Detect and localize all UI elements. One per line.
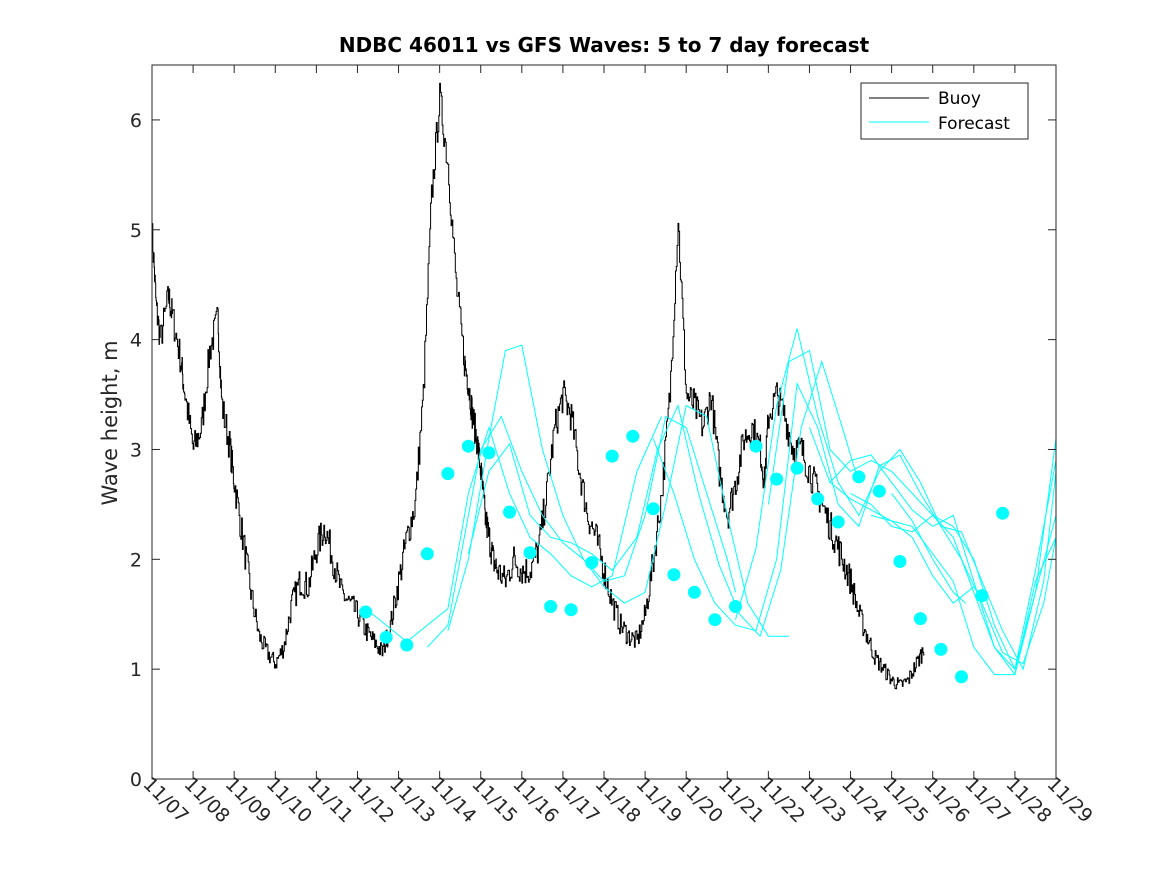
y-tick-label: 0: [130, 769, 142, 791]
forecast-marker: [831, 515, 845, 529]
forecast-marker: [687, 585, 701, 599]
forecast-marker: [626, 429, 640, 443]
y-tick-label: 5: [130, 220, 142, 242]
forecast-series-line-6: [735, 328, 1057, 671]
forecast-marker: [523, 546, 537, 560]
forecast-marker: [770, 472, 784, 486]
forecast-marker: [790, 461, 804, 475]
forecast-series-line-7: [767, 349, 1057, 671]
forecast-marker: [461, 439, 475, 453]
forecast-series-line-11: [870, 514, 975, 604]
forecast-marker: [605, 449, 619, 463]
forecast-marker: [872, 484, 886, 498]
forecast-marker: [564, 603, 578, 617]
forecast-marker: [811, 492, 825, 506]
forecast-series-line-1: [365, 416, 662, 643]
y-tick-label: 1: [130, 659, 142, 681]
forecast-marker: [708, 613, 722, 627]
forecast-series-line-12: [891, 493, 966, 604]
y-tick-label: 6: [130, 110, 142, 132]
legend-box: [860, 82, 1029, 140]
legend-forecast-label: Forecast: [938, 114, 1010, 134]
forecast-marker: [975, 589, 989, 603]
buoy-series-line: [151, 82, 925, 690]
forecast-marker: [913, 612, 927, 626]
forecast-marker: [996, 506, 1010, 520]
y-tick-label: 2: [130, 549, 142, 571]
forecast-marker: [893, 555, 907, 568]
forecast-marker: [420, 547, 434, 561]
forecast-marker: [544, 600, 558, 613]
forecast-marker: [441, 467, 455, 481]
chart-title: NDBC 46011 vs GFS Waves: 5 to 7 day fore…: [339, 33, 870, 57]
forecast-series-line-3: [447, 344, 789, 637]
forecast-series-line-4: [467, 359, 860, 638]
forecast-marker: [585, 556, 599, 570]
legend: Buoy Forecast: [860, 82, 1029, 140]
legend-buoy-label: Buoy: [938, 89, 981, 109]
forecast-series-line-5: [652, 381, 1057, 665]
forecast-marker: [749, 439, 763, 453]
forecast-marker: [729, 600, 742, 613]
forecast-marker: [359, 605, 373, 619]
forecast-marker: [852, 470, 866, 484]
forecast-marker: [379, 630, 393, 644]
forecast-marker: [646, 502, 660, 516]
y-tick-label: 4: [130, 330, 142, 352]
forecast-marker: [503, 505, 516, 519]
forecast-series-line-8: [809, 427, 1057, 671]
forecast-marker: [934, 642, 948, 656]
y-tick-label: 3: [130, 439, 142, 461]
forecast-marker: [667, 568, 681, 582]
forecast-marker: [400, 638, 414, 652]
forecast-marker: [482, 446, 496, 460]
y-axis-label: Wave height, m: [98, 340, 122, 505]
forecast-marker: [955, 670, 968, 684]
plot-area: [151, 82, 1057, 690]
